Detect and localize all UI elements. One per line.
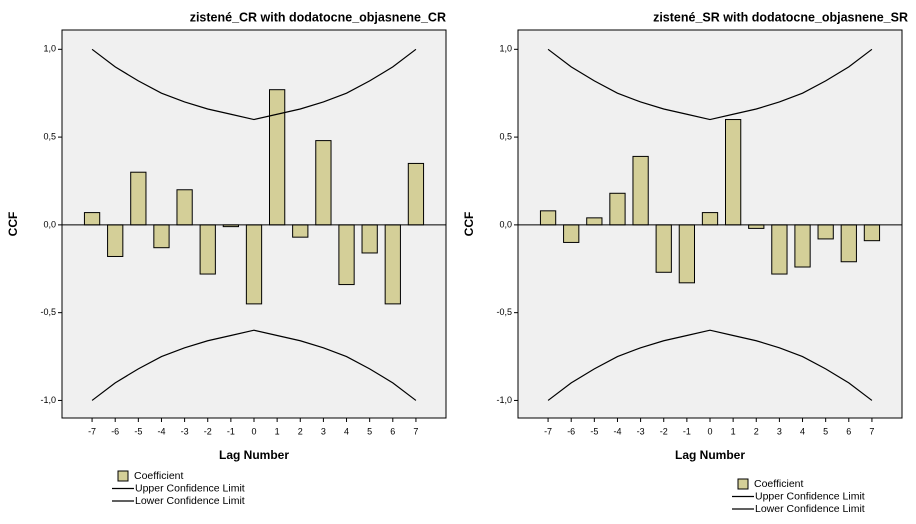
plot-area	[61, 29, 447, 419]
bar	[655, 224, 672, 273]
y-tick-label: -1,0	[496, 395, 512, 405]
bar	[384, 224, 401, 305]
y-tick-label: -1,0	[40, 395, 56, 405]
bar	[539, 210, 557, 226]
x-tick-label: 4	[344, 426, 349, 436]
x-axis-label: Lag Number	[219, 448, 289, 462]
x-axis-label: Lag Number	[675, 448, 745, 462]
x-tick-label: 3	[777, 426, 782, 436]
x-tick-label: -5	[134, 426, 142, 436]
legend-swatch	[737, 478, 749, 490]
y-axis-label: CCF	[462, 212, 476, 237]
x-tick-label: 1	[275, 426, 280, 436]
bar	[83, 212, 101, 226]
bar	[678, 224, 696, 284]
x-tick-label: 6	[846, 426, 851, 436]
bar	[292, 224, 309, 238]
bar	[199, 224, 216, 275]
y-tick-label: 0,5	[499, 131, 512, 141]
bar	[315, 140, 332, 226]
x-tick-label: 7	[413, 426, 418, 436]
legend-label: Lower Confidence Limit	[135, 495, 245, 507]
x-tick-label: -6	[111, 426, 119, 436]
x-tick-label: -4	[613, 426, 621, 436]
bar	[724, 119, 742, 226]
bar	[794, 224, 811, 268]
x-tick-label: 0	[707, 426, 712, 436]
chart: zistené_SR with dodatocne_objasnene_SR CC…	[462, 10, 908, 514]
x-tick-label: -5	[590, 426, 598, 436]
x-tick-label: 5	[823, 426, 828, 436]
x-tick-label: -7	[88, 426, 96, 436]
x-tick-label: 0	[251, 426, 256, 436]
y-tick-label: -0,5	[40, 307, 56, 317]
x-tick-label: -3	[181, 426, 189, 436]
chart-title: zistené_CR with dodatocne_objasnene_CR	[190, 10, 446, 24]
x-tick-label: 5	[367, 426, 372, 436]
legend-label: Coefficient	[754, 478, 804, 490]
bar	[130, 171, 147, 226]
y-tick-label: -0,5	[496, 307, 512, 317]
x-tick-label: -3	[637, 426, 645, 436]
bar	[407, 162, 425, 226]
bar	[863, 224, 881, 242]
bar	[563, 224, 580, 243]
bar	[268, 89, 286, 226]
x-tick-label: 2	[754, 426, 759, 436]
legend-label: Upper Confidence Limit	[755, 490, 865, 502]
bar	[338, 224, 355, 286]
bar	[817, 224, 834, 240]
y-tick-label: 1,0	[499, 44, 512, 54]
confidence-line	[91, 329, 417, 401]
bar	[632, 155, 649, 226]
legend-label: Coefficient	[134, 470, 184, 482]
x-tick-label: -2	[660, 426, 668, 436]
bar	[748, 224, 765, 229]
x-tick-label: 6	[390, 426, 395, 436]
confidence-line	[547, 329, 873, 401]
bar	[245, 224, 263, 305]
x-tick-label: 7	[869, 426, 874, 436]
x-tick-label: -7	[544, 426, 552, 436]
x-tick-label: -1	[683, 426, 691, 436]
chart-title: zistené_SR with dodatocne_objasnene_SR	[653, 10, 908, 24]
bar	[840, 224, 857, 263]
bar	[153, 224, 170, 249]
bar	[586, 217, 603, 226]
confidence-line	[91, 48, 417, 121]
y-tick-label: 0,0	[43, 219, 56, 229]
bar	[361, 224, 378, 254]
y-axis-label: CCF	[6, 212, 20, 237]
x-tick-label: 3	[321, 426, 326, 436]
y-tick-label: 0,5	[43, 131, 56, 141]
x-tick-label: -4	[157, 426, 165, 436]
x-tick-label: 4	[800, 426, 805, 436]
confidence-line	[547, 48, 873, 121]
x-tick-label: -6	[567, 426, 575, 436]
bar	[176, 189, 193, 226]
bar	[609, 192, 626, 226]
x-tick-label: 1	[731, 426, 736, 436]
chart: zistené_CR with dodatocne_objasnene_CR CC…	[6, 10, 447, 507]
bar	[107, 224, 124, 257]
y-tick-label: 1,0	[43, 44, 56, 54]
legend-label: Upper Confidence Limit	[135, 482, 245, 494]
x-tick-label: 2	[298, 426, 303, 436]
x-tick-label: -1	[227, 426, 235, 436]
bar	[701, 212, 719, 226]
legend-label: Lower Confidence Limit	[755, 503, 865, 515]
y-tick-label: 0,0	[499, 219, 512, 229]
legend-swatch	[117, 470, 129, 482]
x-tick-label: -2	[204, 426, 212, 436]
bar	[771, 224, 788, 275]
